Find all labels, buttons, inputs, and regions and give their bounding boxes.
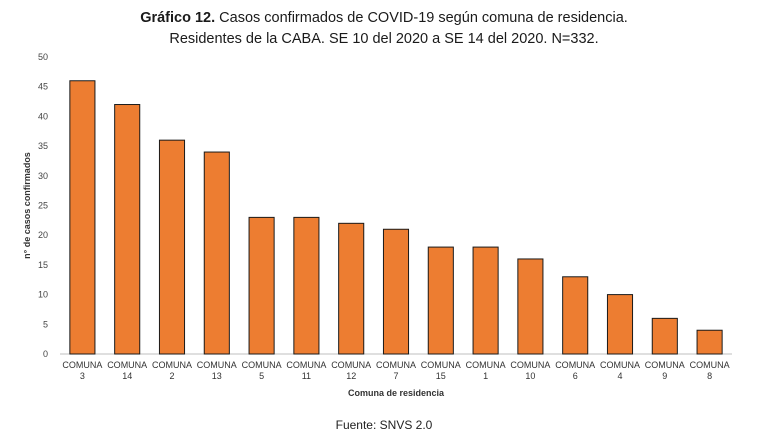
x-tick-label-prefix: COMUNA <box>600 360 640 370</box>
chart-title-line2: Residentes de la CABA. SE 10 del 2020 a … <box>169 31 599 47</box>
bar-comuna-1 <box>472 246 499 355</box>
x-tick-label: 9 <box>662 371 667 381</box>
x-tick-label: 14 <box>122 371 132 381</box>
bar-comuna-9 <box>651 317 678 355</box>
x-tick-label: 15 <box>436 371 446 381</box>
y-tick-label: 25 <box>38 201 48 211</box>
x-tick-label-prefix: COMUNA <box>152 360 192 370</box>
bar-comuna-15 <box>427 246 454 355</box>
x-tick-label-prefix: COMUNA <box>690 360 730 370</box>
source-note: Fuente: SNVS 2.0 <box>335 418 433 432</box>
y-tick-label: 10 <box>38 290 48 300</box>
x-tick-label: 4 <box>617 371 622 381</box>
y-tick-label: 30 <box>38 171 48 181</box>
x-tick-label: 12 <box>346 371 356 381</box>
y-tick-label: 20 <box>38 230 48 240</box>
y-tick-label: 35 <box>38 141 48 151</box>
bar-comuna-8 <box>696 329 723 355</box>
x-tick-label: 11 <box>302 371 311 381</box>
x-tick-label-prefix: COMUNA <box>555 360 595 370</box>
x-tick-label-prefix: COMUNA <box>510 360 550 370</box>
bar-comuna-10 <box>517 258 544 355</box>
chart-title-line1: Casos confirmados de COVID-19 según comu… <box>219 10 628 26</box>
chart-title: Gráfico 12. Casos confirmados de COVID-1… <box>0 8 768 50</box>
x-tick-label: 3 <box>80 371 85 381</box>
y-tick-label: 50 <box>38 52 48 62</box>
x-tick-label-prefix: COMUNA <box>197 360 237 370</box>
x-axis-label: Comuna de residencia <box>348 388 445 398</box>
x-tick-label-prefix: COMUNA <box>107 360 147 370</box>
x-tick-label: 6 <box>573 371 578 381</box>
y-axis-ticks: 0 5 10 15 20 25 30 35 40 45 50 <box>38 52 48 359</box>
x-tick-label: 10 <box>525 371 535 381</box>
x-axis-ticks: COMUNA3COMUNA14COMUNA2COMUNA13COMUNA5COM… <box>62 360 729 381</box>
y-tick-label: 45 <box>38 82 48 92</box>
bar-comuna-3 <box>69 80 96 355</box>
x-tick-label: 7 <box>393 371 398 381</box>
x-tick-label-prefix: COMUNA <box>286 360 326 370</box>
x-tick-label-prefix: COMUNA <box>376 360 416 370</box>
x-tick-label-prefix: COMUNA <box>62 360 102 370</box>
x-tick-label: 2 <box>169 371 174 381</box>
bar-comuna-7 <box>382 228 410 355</box>
x-tick-label-prefix: COMUNA <box>421 360 461 370</box>
bar-comuna-5 <box>248 216 275 355</box>
bars <box>69 80 723 355</box>
x-tick-label-prefix: COMUNA <box>331 360 371 370</box>
x-tick-label-prefix: COMUNA <box>242 360 282 370</box>
y-axis-label: n° de casos confirmados <box>22 152 32 259</box>
bar-comuna-14 <box>114 104 141 355</box>
bar-comuna-2 <box>158 139 186 355</box>
x-tick-label-prefix: COMUNA <box>645 360 685 370</box>
y-tick-label: 5 <box>43 319 48 329</box>
x-tick-label: 8 <box>707 371 712 381</box>
bar-comuna-6 <box>562 276 589 355</box>
x-tick-label: 1 <box>483 371 488 381</box>
bar-comuna-11 <box>293 216 320 355</box>
x-tick-label-prefix: COMUNA <box>466 360 506 370</box>
chart-title-label: Gráfico 12. <box>140 10 216 26</box>
bar-comuna-4 <box>606 294 634 355</box>
y-tick-label: 40 <box>38 111 48 121</box>
x-tick-label: 5 <box>259 371 264 381</box>
y-tick-label: 15 <box>38 260 48 270</box>
bar-comuna-13 <box>203 151 230 355</box>
bar-comuna-12 <box>338 222 365 355</box>
x-tick-label: 13 <box>212 371 222 381</box>
y-tick-label: 0 <box>43 349 48 359</box>
